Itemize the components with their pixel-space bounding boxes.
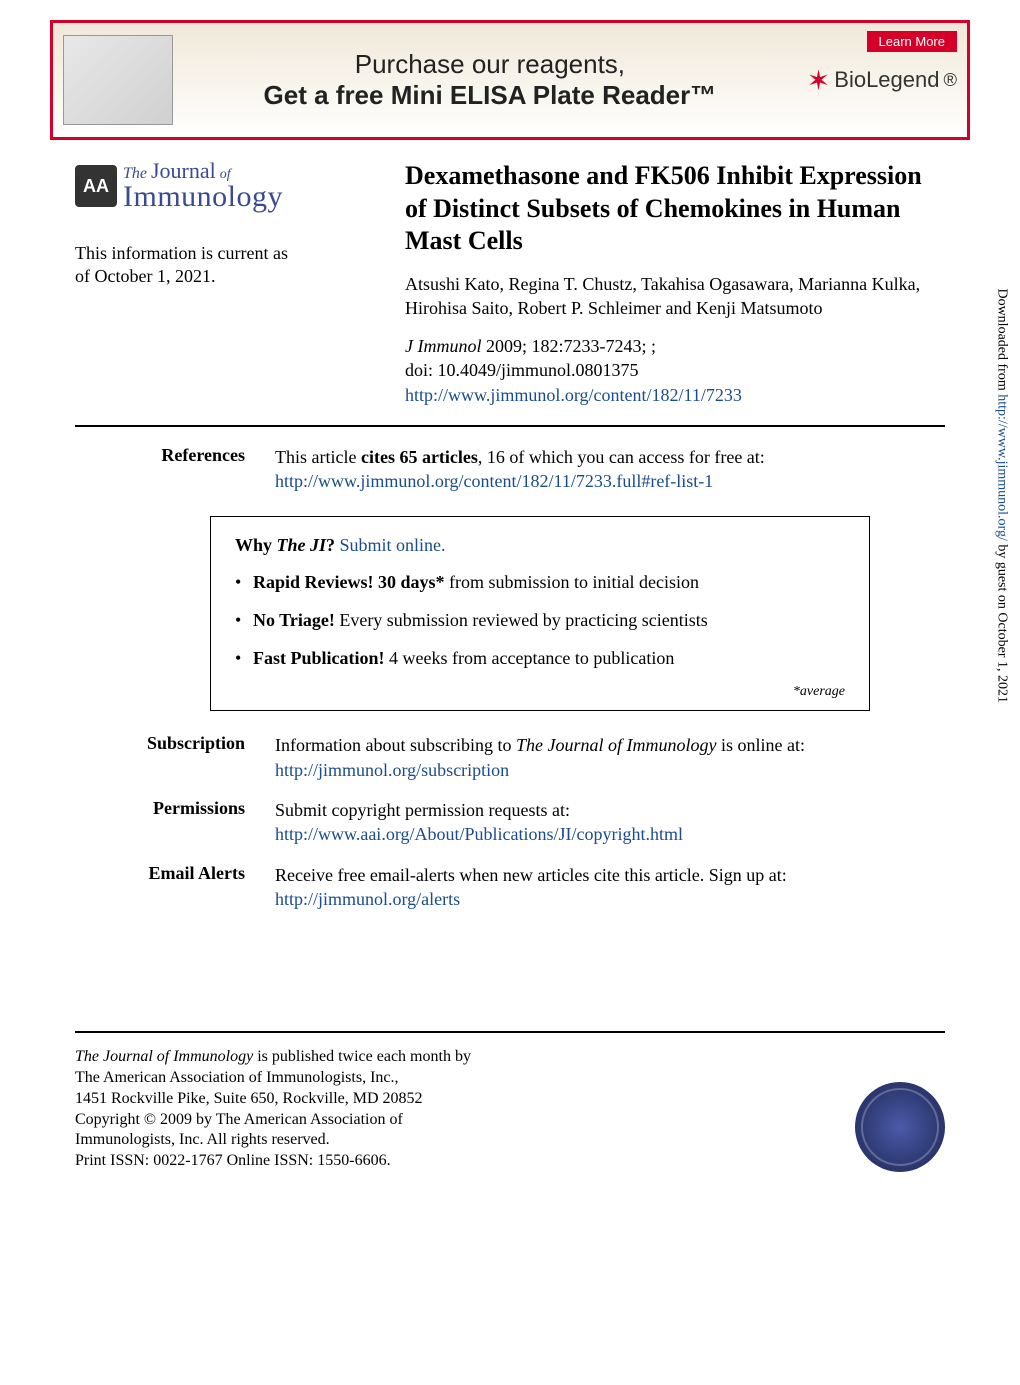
subscription-text: Information about subscribing to The Jou… xyxy=(275,733,945,782)
references-text-b: cites 65 articles xyxy=(361,447,478,467)
article-citation: J Immunol 2009; 182:7233-7243; ; doi: 10… xyxy=(405,334,945,407)
footer-text: The Journal of Immunology is published t… xyxy=(75,1047,471,1172)
citation-journal: J Immunol xyxy=(405,336,481,356)
ad-line1: Purchase our reagents, xyxy=(173,49,807,80)
footer-l1a: The Journal of Immunology xyxy=(75,1048,253,1065)
aai-seal-icon xyxy=(855,1082,945,1172)
current-info: This information is current as of Octobe… xyxy=(75,242,375,289)
ad-banner[interactable]: Purchase our reagents, Get a free Mini E… xyxy=(50,20,970,140)
references-text: This article cites 65 articles, 16 of wh… xyxy=(275,445,945,494)
footer-l2: The American Association of Immunologist… xyxy=(75,1069,399,1086)
why-bullet: Fast Publication! 4 weeks from acceptanc… xyxy=(235,646,845,670)
header-block: AA The Journal of Immunology This inform… xyxy=(75,160,945,407)
alerts-label: Email Alerts xyxy=(75,863,245,912)
why-bullet: Rapid Reviews! 30 days* from submission … xyxy=(235,570,845,594)
alerts-row: Email Alerts Receive free email-alerts w… xyxy=(75,863,945,912)
logo-immunology: Immunology xyxy=(123,182,283,212)
biolegend-icon: ✶ xyxy=(807,64,830,97)
footer: The Journal of Immunology is published t… xyxy=(75,1047,945,1172)
footer-l1b: is published twice each month by xyxy=(253,1048,471,1065)
left-column: AA The Journal of Immunology This inform… xyxy=(75,160,375,407)
why-title-a: Why xyxy=(235,535,277,555)
alerts-url-link[interactable]: http://jimmunol.org/alerts xyxy=(275,889,460,909)
why-average-note: *average xyxy=(235,684,845,700)
why-bullet-rest: from submission to initial decision xyxy=(445,572,700,592)
biolegend-text: BioLegend xyxy=(834,67,939,93)
why-box: Why The JI? Submit online. Rapid Reviews… xyxy=(210,516,870,712)
ad-brand: ✶ BioLegend® xyxy=(807,64,957,97)
why-bullets: Rapid Reviews! 30 days* from submission … xyxy=(235,570,845,671)
logo-seal-icon: AA xyxy=(75,165,117,207)
subscription-url-link[interactable]: http://jimmunol.org/subscription xyxy=(275,760,509,780)
ad-text: Purchase our reagents, Get a free Mini E… xyxy=(173,49,807,111)
ad-product-image xyxy=(63,35,173,125)
permissions-url-link[interactable]: http://www.aai.org/About/Publications/JI… xyxy=(275,824,683,844)
why-bullet-bold: Rapid Reviews! 30 days* xyxy=(253,572,445,592)
references-url-link[interactable]: http://www.jimmunol.org/content/182/11/7… xyxy=(275,471,713,491)
side-text-a: Downloaded from xyxy=(995,288,1010,394)
why-bullet-rest: 4 weeks from acceptance to publication xyxy=(385,648,675,668)
registered-mark: ® xyxy=(943,69,957,91)
why-bullet-rest: Every submission reviewed by practicing … xyxy=(335,610,708,630)
ad-line2: Get a free Mini ELISA Plate Reader™ xyxy=(173,80,807,111)
references-text-a: This article xyxy=(275,447,361,467)
references-label: References xyxy=(75,445,245,494)
permissions-row: Permissions Submit copyright permission … xyxy=(75,798,945,847)
why-bullet: No Triage! Every submission reviewed by … xyxy=(235,608,845,632)
subscription-text-c: is online at: xyxy=(716,735,805,755)
footer-l6: Print ISSN: 0022-1767 Online ISSN: 1550-… xyxy=(75,1152,391,1169)
subscription-text-b: The Journal of Immunology xyxy=(516,735,716,755)
alerts-text: Receive free email-alerts when new artic… xyxy=(275,863,945,912)
article-title: Dexamethasone and FK506 Inhibit Expressi… xyxy=(405,160,945,258)
permissions-text-a: Submit copyright permission requests at: xyxy=(275,800,570,820)
current-info-line1: This information is current as xyxy=(75,242,375,265)
permissions-label: Permissions xyxy=(75,798,245,847)
citation-doi: doi: 10.4049/jimmunol.0801375 xyxy=(405,360,639,380)
journal-logo: AA The Journal of Immunology xyxy=(75,160,375,212)
side-text-b: by guest on October 1, 2021 xyxy=(995,540,1010,702)
subscription-label: Subscription xyxy=(75,733,245,782)
divider-bottom xyxy=(75,1031,945,1033)
info-rows: Subscription Information about subscribi… xyxy=(75,733,945,911)
why-bullet-bold: No Triage! xyxy=(253,610,335,630)
why-title-ji: The JI xyxy=(277,535,327,555)
submit-online-link[interactable]: Submit online. xyxy=(340,535,446,555)
why-title: Why The JI? Submit online. xyxy=(235,535,845,556)
side-url-link[interactable]: http://www.jimmunol.org/ xyxy=(995,394,1010,541)
why-title-c: ? xyxy=(326,535,340,555)
footer-l4: Copyright © 2009 by The American Associa… xyxy=(75,1111,403,1128)
article-authors: Atsushi Kato, Regina T. Chustz, Takahisa… xyxy=(405,272,945,321)
references-text-c: , 16 of which you can access for free at… xyxy=(478,447,765,467)
why-bullet-bold: Fast Publication! xyxy=(253,648,385,668)
references-row: References This article cites 65 article… xyxy=(75,445,945,494)
divider-top xyxy=(75,425,945,427)
current-info-line2: of October 1, 2021. xyxy=(75,265,375,288)
permissions-text: Submit copyright permission requests at:… xyxy=(275,798,945,847)
citation-rest: 2009; 182:7233-7243; ; xyxy=(481,336,656,356)
footer-l5: Immunologists, Inc. All rights reserved. xyxy=(75,1131,330,1148)
subscription-text-a: Information about subscribing to xyxy=(275,735,516,755)
logo-text: The Journal of Immunology xyxy=(123,160,283,212)
learn-more-button[interactable]: Learn More xyxy=(867,31,957,52)
article-url-link[interactable]: http://www.jimmunol.org/content/182/11/7… xyxy=(405,385,742,405)
alerts-text-a: Receive free email-alerts when new artic… xyxy=(275,865,787,885)
download-side-note: Downloaded from http://www.jimmunol.org/… xyxy=(994,288,1010,703)
subscription-row: Subscription Information about subscribi… xyxy=(75,733,945,782)
footer-l3: 1451 Rockville Pike, Suite 650, Rockvill… xyxy=(75,1090,423,1107)
right-column: Dexamethasone and FK506 Inhibit Expressi… xyxy=(405,160,945,407)
